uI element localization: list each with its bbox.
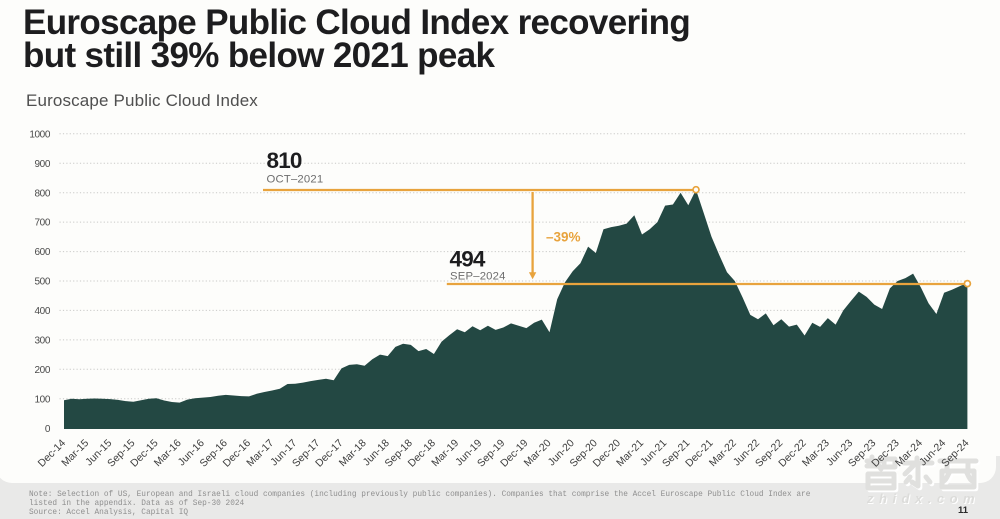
svg-text:–39%: –39% [546,230,581,245]
svg-text:400: 400 [35,306,51,317]
svg-text:700: 700 [35,218,51,229]
svg-text:100: 100 [35,394,51,405]
svg-text:300: 300 [35,336,51,347]
svg-text:1000: 1000 [29,129,50,140]
svg-text:494: 494 [450,247,486,272]
svg-text:810: 810 [267,148,302,173]
svg-text:OCT–2021: OCT–2021 [267,174,324,186]
svg-text:500: 500 [35,277,51,288]
svg-text:600: 600 [35,247,51,258]
svg-text:0: 0 [45,424,51,435]
svg-text:SEP–2024: SEP–2024 [450,271,506,283]
svg-text:200: 200 [35,365,51,376]
svg-text:800: 800 [35,188,51,199]
svg-text:900: 900 [35,159,51,170]
